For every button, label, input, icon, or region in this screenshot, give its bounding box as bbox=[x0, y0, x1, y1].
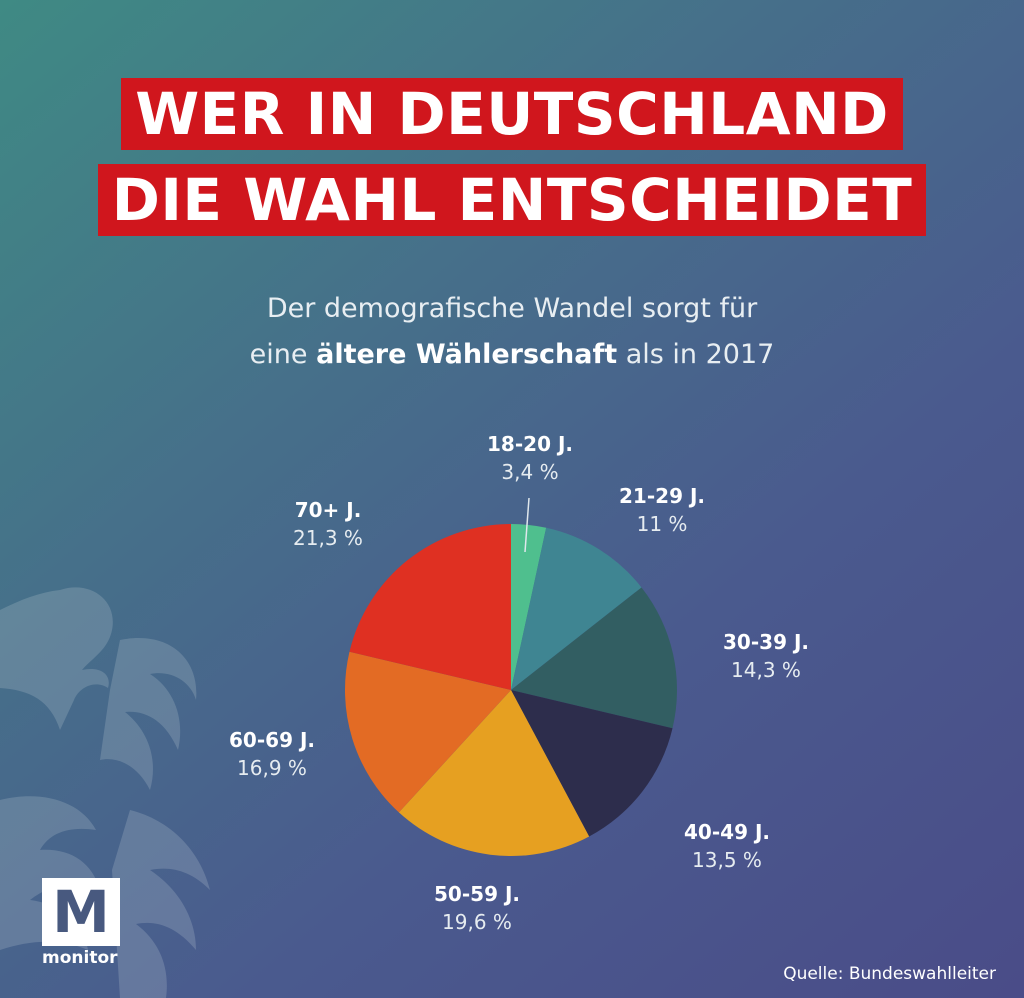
label-18-20-age: 18-20 J. bbox=[487, 432, 573, 456]
monitor-logo: M monitor bbox=[42, 878, 122, 976]
label-70plus-age: 70+ J. bbox=[294, 498, 362, 522]
label-40-49: 40-49 J. 13,5 % bbox=[627, 818, 827, 874]
eagle-watermark-icon bbox=[0, 587, 210, 998]
label-18-20-value: 3,4 % bbox=[501, 460, 559, 484]
pie-slice-6069j bbox=[345, 651, 511, 813]
label-18-20: 18-20 J. 3,4 % bbox=[430, 430, 630, 486]
label-60-69-age: 60-69 J. bbox=[229, 728, 315, 752]
subtitle-line-2-post: als in 2017 bbox=[625, 339, 775, 370]
source-note: Quelle: Bundeswahlleiter bbox=[783, 964, 996, 984]
pie-slice-70+j bbox=[349, 524, 511, 690]
label-70plus: 70+ J. 21,3 % bbox=[228, 496, 428, 552]
label-30-39: 30-39 J. 14,3 % bbox=[666, 628, 866, 684]
label-70plus-value: 21,3 % bbox=[293, 526, 363, 550]
pie-slice-3039j bbox=[511, 587, 677, 729]
headline-line-1: WER IN DEUTSCHLAND bbox=[121, 78, 903, 150]
label-60-69: 60-69 J. 16,9 % bbox=[172, 726, 372, 782]
label-50-59-value: 19,6 % bbox=[442, 910, 512, 934]
headline: WER IN DEUTSCHLAND DIE WAHL ENTSCHEIDET bbox=[0, 78, 1024, 236]
pie-slice-1820j bbox=[511, 524, 547, 690]
label-50-59: 50-59 J. 19,6 % bbox=[377, 880, 577, 936]
label-40-49-value: 13,5 % bbox=[692, 848, 762, 872]
label-50-59-age: 50-59 J. bbox=[434, 882, 520, 906]
label-30-39-age: 30-39 J. bbox=[723, 630, 809, 654]
label-60-69-value: 16,9 % bbox=[237, 756, 307, 780]
label-30-39-value: 14,3 % bbox=[731, 658, 801, 682]
headline-line-2: DIE WAHL ENTSCHEIDET bbox=[97, 164, 927, 236]
subtitle-line-2: eine ältere Wählerschaft als in 2017 bbox=[0, 332, 1024, 378]
label-21-29-value: 11 % bbox=[636, 512, 688, 536]
subtitle-line-2-bold: ältere Wählerschaft bbox=[316, 339, 618, 370]
label-21-29-age: 21-29 J. bbox=[619, 484, 705, 508]
subtitle-line-1: Der demografische Wandel sorgt für bbox=[266, 293, 758, 324]
monitor-logo-mark: M bbox=[42, 878, 120, 946]
label-40-49-age: 40-49 J. bbox=[684, 820, 770, 844]
monitor-logo-text: monitor bbox=[42, 948, 118, 968]
pie-slice-2129j bbox=[511, 527, 642, 690]
pie-slice-5059j bbox=[398, 690, 590, 857]
label-21-29: 21-29 J. 11 % bbox=[562, 482, 762, 538]
leader-line-18-20 bbox=[524, 497, 530, 553]
subtitle-line-2-pre: eine bbox=[249, 339, 308, 370]
subtitle: Der demografische Wandel sorgt für eine … bbox=[0, 286, 1024, 378]
pie-slice-4049j bbox=[511, 690, 673, 837]
